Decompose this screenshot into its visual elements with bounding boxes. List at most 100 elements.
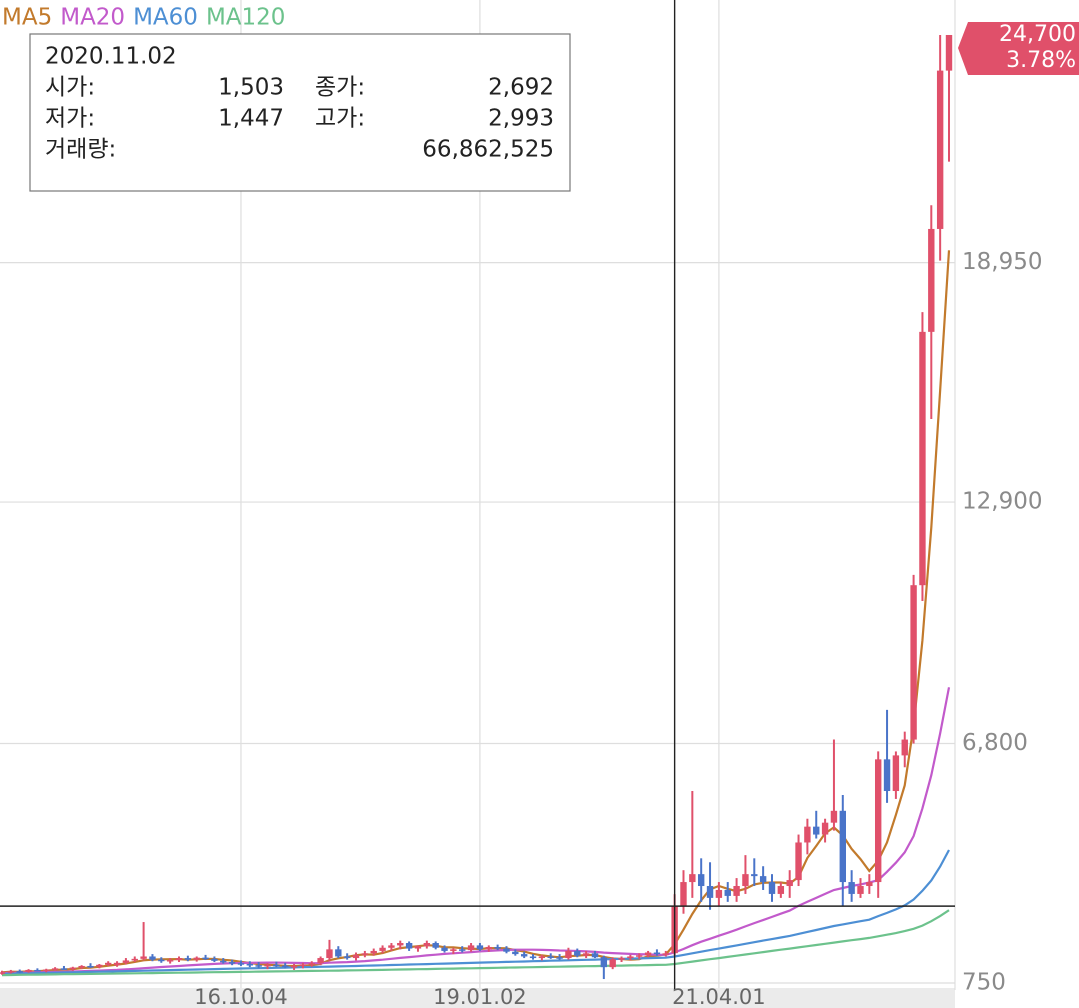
candle-body bbox=[202, 957, 209, 960]
candle-body bbox=[680, 882, 687, 907]
ma-line bbox=[1, 849, 950, 975]
candle-body bbox=[290, 965, 298, 968]
candle-body bbox=[529, 956, 537, 959]
candle-body bbox=[87, 965, 94, 968]
candle-body bbox=[113, 962, 121, 966]
candle-body bbox=[34, 969, 41, 972]
grid bbox=[0, 0, 956, 990]
ma-line bbox=[1, 250, 951, 974]
tooltip-box bbox=[29, 33, 571, 192]
candle-body bbox=[494, 946, 501, 949]
y-tick-label: 6,800 bbox=[962, 730, 1028, 756]
candle-body bbox=[830, 810, 838, 823]
candle-body bbox=[591, 953, 599, 958]
legend-entry: MA5 bbox=[2, 5, 52, 31]
candle-body bbox=[547, 956, 554, 958]
candle-body bbox=[166, 960, 174, 962]
candle-body bbox=[813, 826, 820, 835]
last-price-label: 24,700 bbox=[999, 22, 1076, 47]
candle-body bbox=[848, 882, 855, 894]
ma-line bbox=[1, 909, 950, 977]
candle-body bbox=[326, 949, 333, 959]
candle-body bbox=[866, 882, 873, 887]
candle-body bbox=[883, 759, 891, 792]
candle-body bbox=[423, 943, 431, 947]
candle-body bbox=[459, 949, 466, 951]
candle-body bbox=[724, 889, 731, 896]
candle-body bbox=[759, 876, 767, 883]
candles bbox=[0, 34, 953, 980]
candle-body bbox=[706, 886, 714, 898]
candle-body bbox=[299, 964, 307, 966]
candle-body bbox=[821, 822, 829, 835]
candle-body bbox=[662, 953, 669, 955]
candle-body bbox=[467, 945, 475, 951]
candle-body bbox=[520, 954, 528, 957]
candle-body bbox=[901, 739, 908, 756]
candle-body bbox=[512, 951, 519, 955]
candle-body bbox=[16, 971, 23, 973]
candle-body bbox=[627, 956, 634, 959]
candle-body bbox=[556, 957, 563, 959]
candle-body bbox=[96, 964, 103, 967]
candle-body bbox=[786, 880, 793, 887]
x-tick-label: 16.10.04 bbox=[194, 985, 288, 1008]
candle-body bbox=[874, 759, 882, 883]
last-price-marker bbox=[958, 21, 1079, 75]
y-tick-label: 18,950 bbox=[962, 249, 1042, 275]
candle-body bbox=[414, 946, 422, 949]
candle-body bbox=[237, 963, 245, 965]
candle-body bbox=[795, 842, 802, 881]
candle-body bbox=[51, 968, 59, 970]
candle-body bbox=[69, 967, 77, 970]
tooltip-text: 1,447 bbox=[218, 106, 284, 132]
candle-body bbox=[184, 958, 192, 960]
candle-body bbox=[352, 954, 360, 959]
candle-body bbox=[211, 958, 218, 961]
candle-body bbox=[370, 950, 377, 954]
candle-body bbox=[43, 969, 50, 972]
candle-body bbox=[777, 886, 785, 894]
tooltip-text: 2,993 bbox=[488, 106, 554, 132]
tooltip-text: 2,692 bbox=[488, 75, 554, 101]
candle-body bbox=[317, 958, 324, 964]
candle-body bbox=[397, 943, 404, 946]
candle-body bbox=[122, 960, 130, 963]
candle-body bbox=[768, 882, 776, 894]
candle-body bbox=[600, 957, 608, 968]
candle-body bbox=[919, 331, 926, 586]
candle-body bbox=[485, 946, 492, 950]
candle-body bbox=[751, 874, 758, 877]
candle-body bbox=[246, 963, 254, 966]
tooltip-date: 2020.11.02 bbox=[45, 44, 177, 70]
axes: 750 6,800 12,900 18,950 16.10.04 19.01.02 21.0… bbox=[194, 249, 1042, 1008]
candle-body bbox=[140, 956, 147, 959]
candle-body bbox=[636, 955, 643, 957]
candle-body bbox=[839, 810, 846, 883]
candle-body bbox=[503, 948, 510, 952]
candle-body bbox=[228, 962, 236, 964]
candle-body bbox=[945, 34, 953, 71]
candle-body bbox=[715, 889, 723, 898]
candle-body bbox=[25, 969, 32, 972]
candle-body bbox=[618, 958, 625, 960]
x-tick-label: 21.04.01 bbox=[672, 985, 766, 1008]
candle-body bbox=[582, 953, 590, 956]
candle-body bbox=[273, 964, 280, 967]
candle-body bbox=[361, 953, 369, 955]
crosshair bbox=[0, 0, 955, 990]
tooltip-text: 고가: bbox=[315, 106, 365, 132]
tooltip-text: 저가: bbox=[45, 106, 95, 132]
candle-body bbox=[804, 826, 811, 843]
candle-body bbox=[405, 943, 413, 949]
candle-body bbox=[910, 585, 917, 740]
ma-lines bbox=[1, 250, 951, 977]
candle-body bbox=[476, 945, 484, 950]
tooltip-text: 종가: bbox=[315, 75, 365, 101]
x-axis-strip bbox=[0, 988, 955, 1008]
ma-line bbox=[1, 687, 951, 975]
candle-body bbox=[149, 956, 156, 960]
candle-body bbox=[574, 950, 581, 956]
